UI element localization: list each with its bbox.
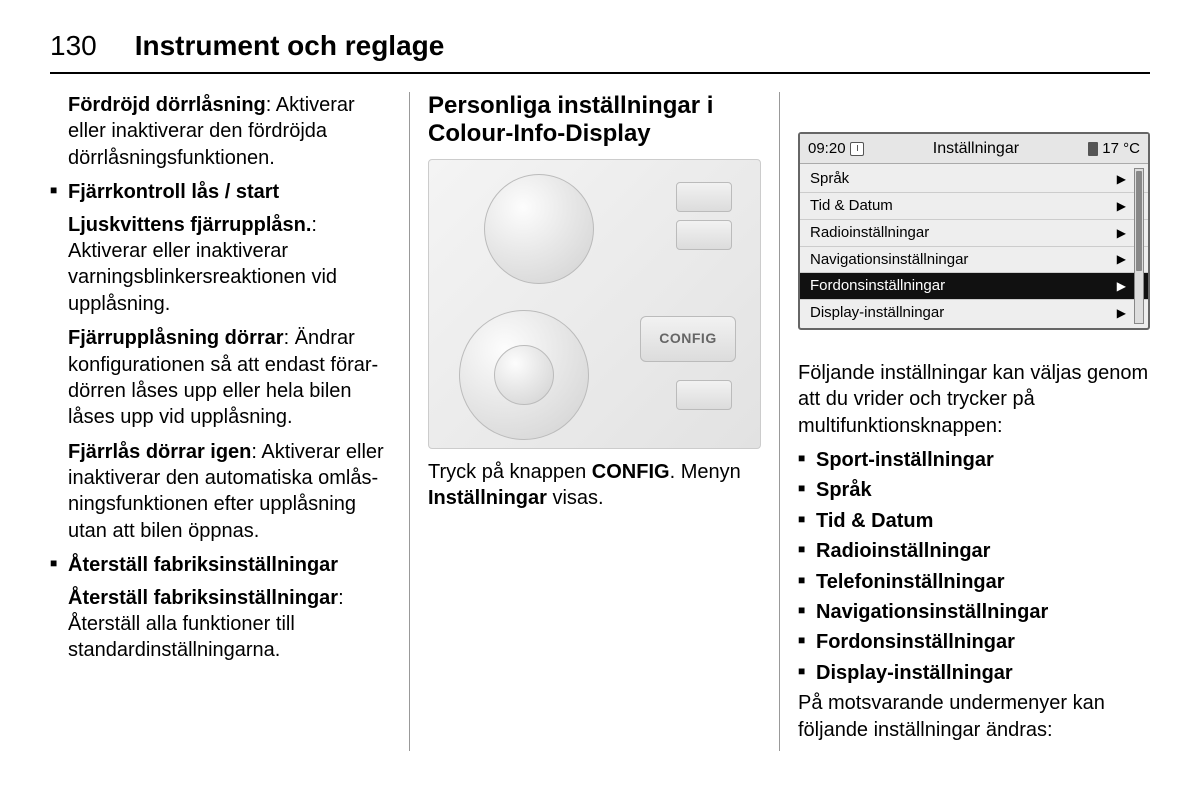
chapter-title: Instrument och reglage: [135, 30, 445, 62]
display-menu-item: Radioinställningar ▶: [800, 220, 1148, 247]
display-menu-item: Tid & Datum ▶: [800, 193, 1148, 220]
bullet-remote: Fjärrkontroll lås / start: [50, 179, 391, 205]
settings-outro: På motsvarande undermenyer kan följande …: [798, 690, 1150, 743]
menu-item-label: Radioinställningar: [810, 223, 929, 243]
panel-button: [676, 380, 732, 410]
temperature: 17 °C: [1102, 139, 1140, 159]
chevron-right-icon: ▶: [1117, 253, 1126, 265]
chevron-right-icon: ▶: [1117, 200, 1126, 212]
scrollbar: [1134, 168, 1144, 324]
dial-lower-inner: [494, 345, 554, 405]
para-remote-2: Fjärrupplåsning dörrar: Ändrar kon­figur…: [50, 325, 391, 431]
settings-bullet-list: Sport-inställningar Språk Tid & Datum Radio…: [798, 447, 1150, 686]
menu-item-label: Display-inställningar: [810, 303, 944, 323]
settings-item: Språk: [798, 477, 1150, 503]
dial-upper: [484, 174, 594, 284]
display-menu-item: Språk ▶: [800, 166, 1148, 193]
panel-button: [676, 182, 732, 212]
para-factory-1: Återställ fabriksinställningar: Åter­stä…: [50, 585, 391, 664]
menu-item-label: Språk: [810, 169, 849, 189]
display-statusbar: 09:20 Inställningar 17 °C: [800, 134, 1148, 164]
menu-item-label: Navigationsinställningar: [810, 250, 968, 270]
display-title: Inställningar: [933, 138, 1019, 159]
settings-item: Fordonsinställningar: [798, 629, 1150, 655]
display-menu-item: Navigationsinställningar ▶: [800, 247, 1148, 274]
thermometer-icon: [1088, 142, 1098, 156]
column-3: 09:20 Inställningar 17 °C Språk▶Tid & Da…: [780, 92, 1150, 751]
para-delayed-lock: Fördröjd dörrlåsning: Aktiverar eller in…: [50, 92, 391, 171]
menu-item-label: Tid & Datum: [810, 196, 893, 216]
column-2: Personliga inställningar i Colour-Info-D…: [410, 92, 780, 751]
chevron-right-icon: ▶: [1117, 307, 1126, 319]
bullet-factory: Återställ fabriksinställningar: [50, 552, 391, 578]
para-remote-1: Ljuskvittens fjärrupplåsn.: Aktiverar el…: [50, 212, 391, 318]
para-remote-3: Fjärrlås dörrar igen: Aktiverar eller in…: [50, 439, 391, 545]
column-1: Fördröjd dörrlåsning: Aktiverar eller in…: [50, 92, 410, 751]
display-menu-item: Display-inställningar ▶: [800, 300, 1148, 326]
chevron-right-icon: ▶: [1117, 173, 1126, 185]
control-panel-image: CONFIG: [428, 159, 761, 449]
settings-intro: Följande inställningar kan väljas genom …: [798, 360, 1150, 439]
settings-item: Sport-inställningar: [798, 447, 1150, 473]
clock-icon: [850, 142, 864, 156]
menu-item-label: Fordonsinställningar: [810, 276, 945, 296]
settings-item: Radioinställningar: [798, 538, 1150, 564]
panel-button: [676, 220, 732, 250]
settings-item: Display-inställningar: [798, 660, 1150, 686]
settings-item: Telefoninställningar: [798, 569, 1150, 595]
config-button: CONFIG: [640, 316, 736, 362]
page-header: 130 Instrument och reglage: [50, 30, 1150, 74]
settings-item: Navigationsinställningar: [798, 599, 1150, 625]
settings-item: Tid & Datum: [798, 508, 1150, 534]
manual-page: 130 Instrument och reglage Fördröjd dörr…: [0, 0, 1200, 802]
chevron-right-icon: ▶: [1117, 280, 1126, 292]
config-caption: Tryck på knappen CONFIG. Menyn Inställni…: [428, 459, 761, 512]
section-heading: Personliga inställningar i Colour-Info-D…: [428, 92, 761, 149]
scrollbar-thumb: [1136, 171, 1142, 271]
chevron-right-icon: ▶: [1117, 227, 1126, 239]
display-menu-list: Språk▶Tid & Datum▶Radioinställningar▶Nav…: [800, 164, 1148, 328]
page-number: 130: [50, 30, 97, 62]
display-screenshot: 09:20 Inställningar 17 °C Språk▶Tid & Da…: [798, 132, 1150, 330]
content-columns: Fördröjd dörrlåsning: Aktiverar eller in…: [50, 92, 1150, 751]
display-menu-item: Fordonsinställningar ▶: [800, 273, 1148, 300]
clock-time: 09:20: [808, 139, 846, 159]
